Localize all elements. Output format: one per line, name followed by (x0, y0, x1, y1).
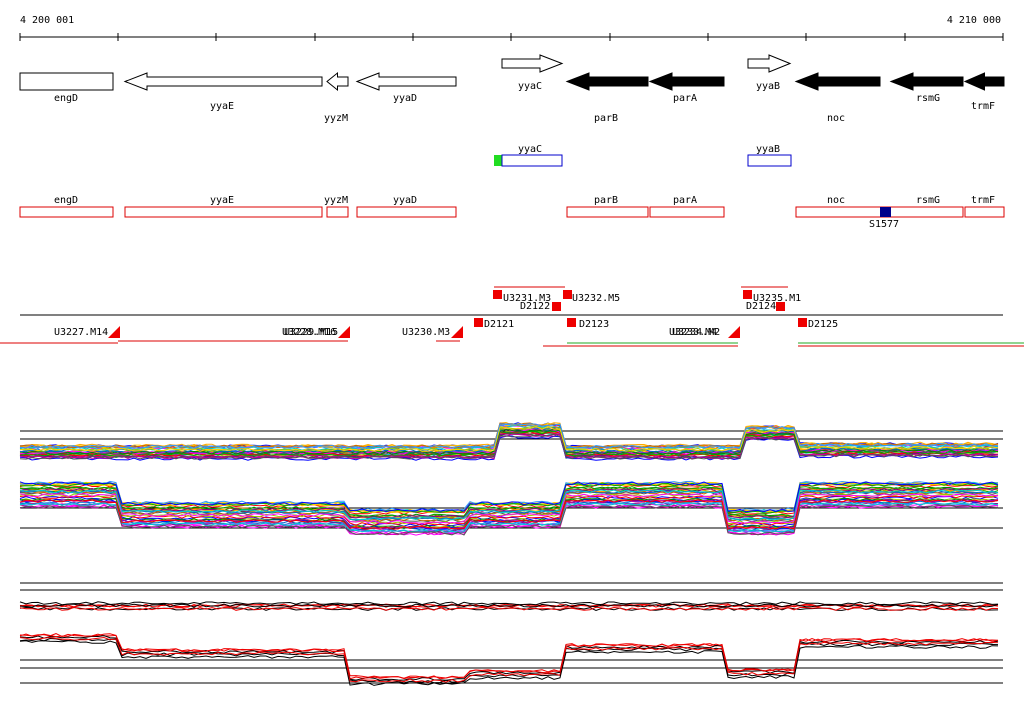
segment-tri (338, 326, 350, 338)
segment-label: U3229.M15 (284, 327, 338, 338)
trace (19, 635, 999, 681)
trace (19, 640, 999, 686)
segment-tri (108, 326, 120, 338)
cds-label: parA (673, 195, 697, 206)
trace (19, 481, 999, 513)
gene-arrow (648, 72, 725, 91)
trace (19, 494, 999, 527)
segment-label: U3233.M4 (669, 327, 717, 338)
segment-label: U3231.M3 (503, 293, 551, 304)
gene-arrow (889, 72, 964, 91)
gene-arrow (963, 72, 1005, 91)
gene-arrow (747, 54, 792, 73)
gene-label: parB (594, 113, 618, 124)
trace (19, 504, 999, 536)
cds-box (566, 206, 649, 218)
trace (19, 423, 999, 449)
cds-label: yyaE (210, 195, 234, 206)
cds-label: yyzM (324, 195, 348, 206)
trace (20, 497, 999, 530)
cds-box (356, 206, 457, 218)
trace (19, 486, 999, 518)
cds-label: engD (54, 195, 78, 206)
segment-label: U3228.M16 (282, 327, 336, 338)
trace (19, 637, 999, 684)
cds-label: parB (594, 195, 618, 206)
cds-box (19, 206, 114, 218)
gene-arrow (123, 72, 323, 91)
cds-box (124, 206, 323, 218)
gene-arrow (326, 71, 349, 92)
cds-label: rsmG (916, 195, 940, 206)
feature-start (494, 155, 502, 166)
segment-label: U3227.M14 (54, 327, 108, 338)
segment-label: D2122 (520, 301, 550, 312)
segment-mark (552, 302, 561, 311)
cds-box (795, 206, 964, 218)
trace (19, 504, 999, 536)
trace (19, 502, 999, 534)
segment-mark (567, 318, 576, 327)
trace (19, 428, 999, 455)
gene-arrow (794, 72, 881, 91)
site-label: S1577 (869, 219, 899, 230)
segment-label: U3230.M3 (402, 327, 450, 338)
gene-label: noc (827, 113, 845, 124)
trace (19, 433, 999, 460)
feature-box (747, 154, 792, 167)
ruler-end: 4 210 000 (947, 15, 1001, 26)
trace (19, 606, 999, 611)
cds-box (326, 206, 349, 218)
segment-label: D2125 (808, 319, 838, 330)
segment-mark (743, 290, 752, 299)
gene-label: rsmG (916, 93, 940, 104)
trace (19, 493, 999, 524)
gene-arrow (565, 72, 649, 91)
trace (19, 433, 999, 460)
segment-mark (474, 318, 483, 327)
gene-label: parA (673, 93, 697, 104)
segment-tri (728, 326, 740, 338)
gene-label: yyzM (324, 113, 348, 124)
gene-label: yyaD (393, 93, 417, 104)
gene-label: yyaC (518, 81, 542, 92)
gene-arrow (501, 54, 564, 73)
segment-label: U3234.M2 (672, 327, 720, 338)
cds-label: yyaD (393, 195, 417, 206)
segment-label: U3232.M5 (572, 293, 620, 304)
site-mark (880, 207, 891, 217)
segment-mark (776, 302, 785, 311)
segment-tri (451, 326, 463, 338)
gene-label: yyaB (756, 81, 780, 92)
segment-label: U3235.M1 (753, 293, 801, 304)
cds-label: trmF (971, 195, 995, 206)
trace (19, 636, 999, 683)
gene-label: yyaE (210, 101, 234, 112)
segment-mark (563, 290, 572, 299)
feature-box (501, 154, 563, 167)
segment-mark (493, 290, 502, 299)
cds-box (649, 206, 725, 218)
cds-label: noc (827, 195, 845, 206)
gene-label: engD (54, 93, 78, 104)
trace (19, 603, 999, 608)
segment-label: D2121 (484, 319, 514, 330)
trace (19, 425, 999, 452)
gene-arrow (355, 72, 457, 91)
segment-mark (798, 318, 807, 327)
feature-label: yyaC (518, 144, 542, 155)
gene-label: trmF (971, 101, 995, 112)
ruler-start: 4 200 001 (20, 15, 74, 26)
trace (19, 489, 999, 521)
gene-arrow (19, 72, 114, 91)
segment-label: D2124 (746, 301, 776, 312)
cds-box (964, 206, 1005, 218)
trace (19, 499, 999, 530)
feature-label: yyaB (756, 144, 780, 155)
trace (19, 633, 999, 680)
trace (20, 489, 999, 521)
segment-label: D2123 (579, 319, 609, 330)
